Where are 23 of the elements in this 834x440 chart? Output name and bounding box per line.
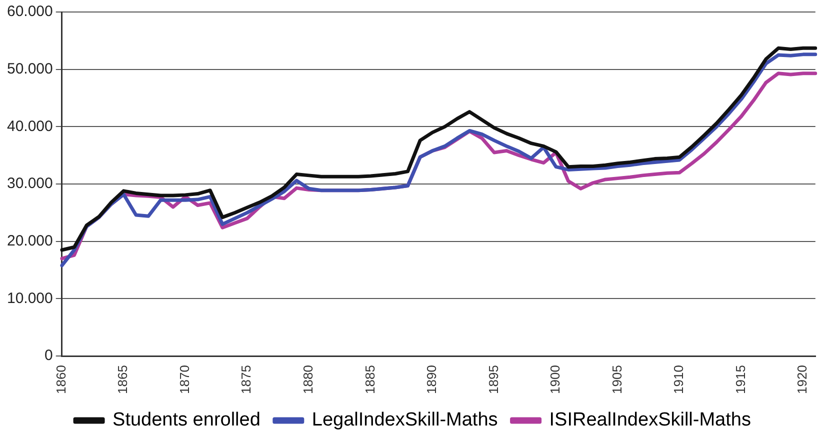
- legend-label: LegalIndexSkill-Maths: [312, 410, 498, 431]
- legend-label: Students enrolled: [112, 410, 260, 431]
- x-tick-label: 1915: [732, 365, 748, 394]
- x-tick-label: 1910: [671, 365, 686, 394]
- legend-label: ISIRealIndexSkill-Maths: [549, 410, 751, 431]
- x-tick-label: 1885: [362, 365, 378, 394]
- y-tick-label: 50.000: [6, 60, 53, 78]
- x-tick-label: 1870: [176, 365, 192, 394]
- x-tick-label: 1900: [548, 365, 563, 394]
- y-tick-label: 0: [44, 347, 53, 364]
- x-tick-label: 1860: [53, 365, 68, 394]
- x-tick-label: 1905: [609, 365, 624, 394]
- y-tick-label: 30.000: [6, 175, 53, 192]
- x-tick-label: 1865: [115, 365, 130, 394]
- y-tick-label: 10.000: [6, 290, 53, 307]
- y-tick-label: 40.000: [6, 118, 53, 135]
- x-tick-label: 1895: [486, 365, 501, 394]
- x-tick-label: 1880: [300, 365, 316, 394]
- x-tick-label: 1920: [794, 365, 810, 394]
- x-tick-label: 1890: [424, 365, 440, 394]
- x-tick-label: 1875: [238, 365, 254, 394]
- y-tick-label: 20.000: [6, 232, 53, 250]
- y-tick-label: 60.000: [6, 3, 53, 20]
